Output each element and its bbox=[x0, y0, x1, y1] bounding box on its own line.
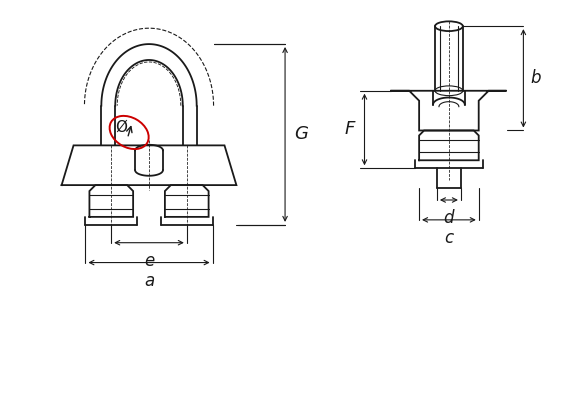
Text: c: c bbox=[444, 229, 454, 247]
Text: a: a bbox=[144, 272, 154, 290]
Text: b: b bbox=[530, 69, 541, 87]
Text: F: F bbox=[344, 120, 355, 138]
Text: G: G bbox=[294, 126, 308, 144]
Text: d: d bbox=[444, 209, 454, 227]
Text: e: e bbox=[144, 252, 154, 270]
Text: Ø: Ø bbox=[115, 120, 127, 135]
